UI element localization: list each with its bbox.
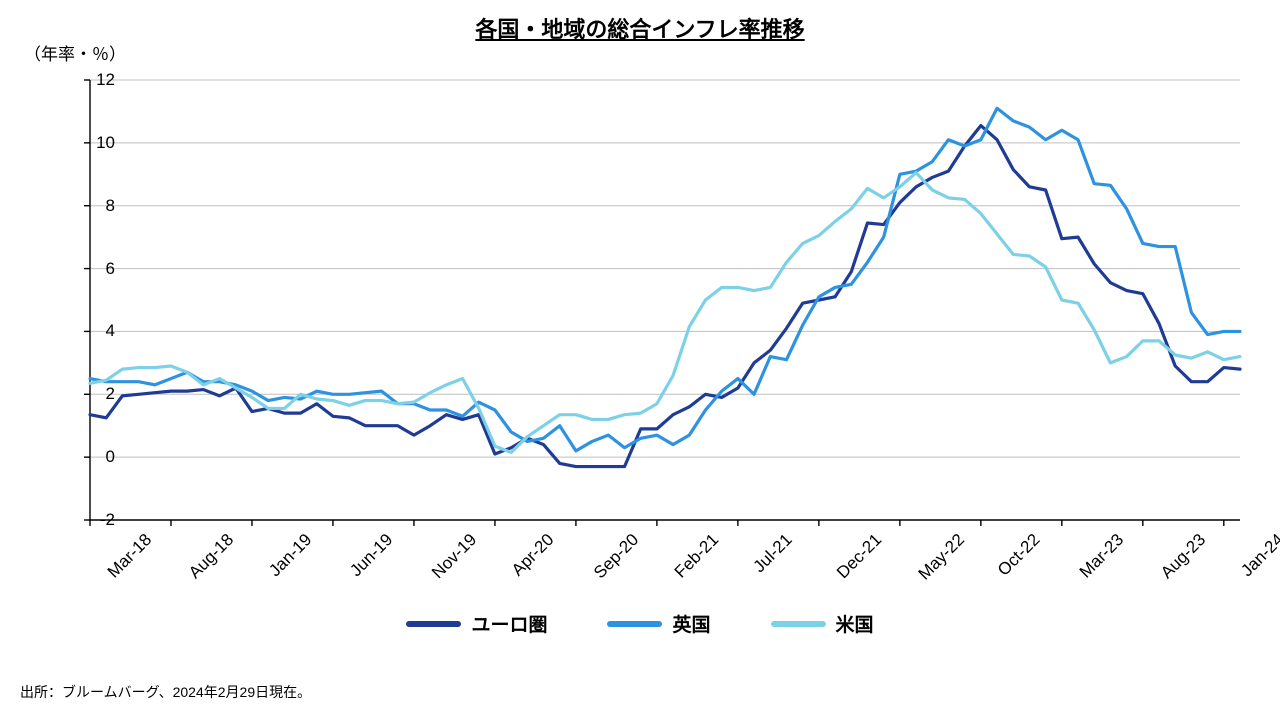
y-tick-label: 0: [106, 447, 115, 467]
legend: ユーロ圏 英国 米国: [0, 610, 1280, 637]
x-tick-label: Jan-19: [265, 530, 316, 581]
legend-swatch-uk: [607, 621, 662, 627]
y-tick-label: 2: [106, 384, 115, 404]
y-tick-label: 4: [106, 321, 115, 341]
x-tick-label: May-22: [914, 530, 968, 584]
y-tick-label: 6: [106, 259, 115, 279]
chart-title: 各国・地域の総合インフレ率推移: [0, 12, 1280, 44]
legend-item-eurozone: ユーロ圏: [406, 610, 547, 637]
legend-swatch-us: [771, 621, 826, 627]
legend-label-us: 米国: [836, 610, 874, 637]
legend-item-uk: 英国: [607, 610, 710, 637]
x-tick-label: Aug-23: [1157, 530, 1210, 583]
y-tick-label: 10: [96, 133, 115, 153]
y-tick-label: 12: [96, 70, 115, 90]
x-tick-label: Jun-19: [346, 530, 397, 581]
x-tick-label: Nov-19: [428, 530, 481, 583]
legend-swatch-eurozone: [406, 621, 461, 627]
legend-item-us: 米国: [771, 610, 874, 637]
legend-label-uk: 英国: [672, 610, 710, 637]
chart-svg: [90, 80, 1240, 520]
y-tick-label: 8: [106, 196, 115, 216]
plot-area: [90, 80, 1240, 520]
x-tick-label: Jul-21: [749, 530, 796, 577]
x-tick-label: Jan-24: [1237, 530, 1280, 581]
x-tick-label: Mar-18: [104, 530, 156, 582]
y-tick-label: -2: [100, 510, 115, 530]
x-tick-label: Sep-20: [590, 530, 643, 583]
source-note: 出所：ブルームバーグ、2024年2月29日現在。: [20, 682, 311, 702]
legend-label-eurozone: ユーロ圏: [471, 610, 547, 637]
x-tick-label: Feb-21: [671, 530, 723, 582]
x-tick-label: Apr-20: [508, 530, 558, 580]
x-tick-label: Mar-23: [1076, 530, 1128, 582]
chart-container: 各国・地域の総合インフレ率推移 （年率・％） -2 0 2 4 6 8 10 12 Mar-1…: [0, 0, 1280, 720]
x-tick-label: Aug-18: [185, 530, 238, 583]
x-tick-label: Dec-21: [833, 530, 886, 583]
y-axis-unit-label: （年率・％）: [24, 40, 126, 65]
x-tick-label: Oct-22: [994, 530, 1044, 580]
